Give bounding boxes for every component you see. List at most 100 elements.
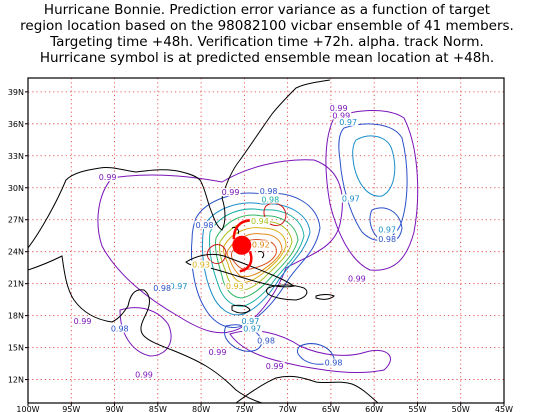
contour-0.93 [223,227,287,283]
coastlines [28,79,379,403]
title-line-3: Targeting time +48h. Verification time +… [50,34,484,50]
contour-label-bg [250,240,271,249]
x-tick-label: 95W [62,405,80,412]
contour-0.97-atlantic [352,135,396,197]
y-tick-label: 21N [8,280,24,289]
contour-0.91 [231,239,277,270]
hispaniola [266,284,308,301]
contour-label: 0.97 [242,317,260,326]
contour-label-bg [258,187,279,196]
puerto-rico [315,294,335,300]
y-tick-label: 27N [8,216,24,225]
y-tick-label: 36N [8,120,24,129]
contour-label: 0.97 [170,282,188,291]
contour-label: 0.98 [257,336,275,345]
contour-label-bg [97,173,118,182]
contour-label-bg [260,195,281,204]
contour-0.99-atlantic [325,110,419,271]
contour-label-bg [328,103,349,112]
y-tick-label: 39N [8,88,24,97]
contour-label: 0.94 [251,217,269,226]
x-tick-label: 50W [452,405,470,412]
contour-label: 0.99 [99,173,117,182]
contour-label-bg [168,281,189,290]
contour-0.98-carib [296,343,335,365]
plot-frame [27,77,505,404]
hurricane-center [232,235,252,255]
contour-label-bg [109,324,130,333]
contour-label: 0.99 [348,274,366,283]
x-tick-label: 90W [105,405,123,412]
contour-label-bg [72,317,93,326]
y-tick-label: 30N [8,184,24,193]
jamaica [231,304,251,314]
title-line-4: Hurricane symbol is at predicted ensembl… [39,50,495,66]
contour-label: 0.92 [252,240,270,249]
axis-ticks: 100W 95W 90W 85W 80W 75W 70W 65W 60W 55W 50W 45W 39N… [8,88,513,412]
contour-label: 0.98 [261,196,279,205]
y-tick-label: 33N [8,152,24,161]
contour-label-bg [340,194,361,203]
contour-0.96 [209,208,305,307]
contour-label: 0.97 [378,225,396,234]
contour-label: 0.93 [192,261,210,270]
us-gulf-coast [28,79,331,249]
title-line-1: Hurricane Bonnie. Prediction error varia… [43,2,491,18]
contour-label-bg [133,370,154,379]
x-tick-label: 70W [279,405,297,412]
title-line-2: region location based on the 98082100 vi… [20,18,514,34]
y-tick-label: 24N [8,248,24,257]
contour-label: 0.98 [196,221,214,230]
contour-0.99-gulf [97,159,343,334]
hurricane-tail-south [239,250,253,273]
contour-label-bg [152,284,173,293]
contour-label: 0.99 [135,370,153,379]
contour-label: 0.98 [111,325,129,334]
contour-label: 0.99 [266,362,284,371]
y-tick-label: 12N [8,376,24,385]
x-tick-label: 65W [322,405,340,412]
y-tick-label: 18N [8,312,24,321]
contour-label: 0.99 [74,317,92,326]
contour-label: 0.98 [260,187,278,196]
contour-0.99-caribbean [229,330,391,374]
hurricane-symbol [232,219,253,273]
contour-0.98-atlantic [338,123,408,241]
contour-label: 0.99 [332,111,350,120]
contour-label-bg [220,188,241,197]
contour-label: 0.99 [330,104,348,113]
y-tick-label: 15N [8,344,24,353]
contour-label: 0.99 [209,348,227,357]
x-tick-label: 85W [149,405,167,412]
x-tick-label: 60W [365,405,383,412]
mexico-coast [28,255,263,403]
contour-label: 0.97 [243,325,261,334]
hurricane-tail-north [232,219,250,240]
contour-0.92 [226,233,283,278]
contour-label-bg [377,235,398,244]
south-america-coast [235,375,379,403]
contour-label: 0.98 [378,235,396,244]
contour-label: 0.99 [222,188,240,197]
contour-label-bg [194,221,215,230]
contour-label-bg [338,117,359,126]
contour-label: 0.98 [153,284,171,293]
contour-label-bg [242,324,263,333]
contour-label-bg [249,216,270,225]
contour-label-bg [207,347,228,356]
contour-0.90-east [263,202,287,227]
x-tick-label: 75W [235,405,253,412]
contour-label-bg [256,336,276,345]
x-tick-label: 80W [192,405,210,412]
contour-label-bg [191,260,212,269]
contour-label: 0.97 [339,118,357,127]
contour-label-bg [264,361,285,370]
contour-0.95 [215,214,299,299]
contour-labels: 0.990.990.990.990.970.980.98 0.970.98 0.94… [72,103,398,379]
contour-label: 0.97 [342,195,360,204]
contour-label-bg [240,317,261,326]
contour-label-bg [346,274,367,283]
x-tick-label: 100W [16,405,39,412]
x-tick-label: 55W [408,405,426,412]
